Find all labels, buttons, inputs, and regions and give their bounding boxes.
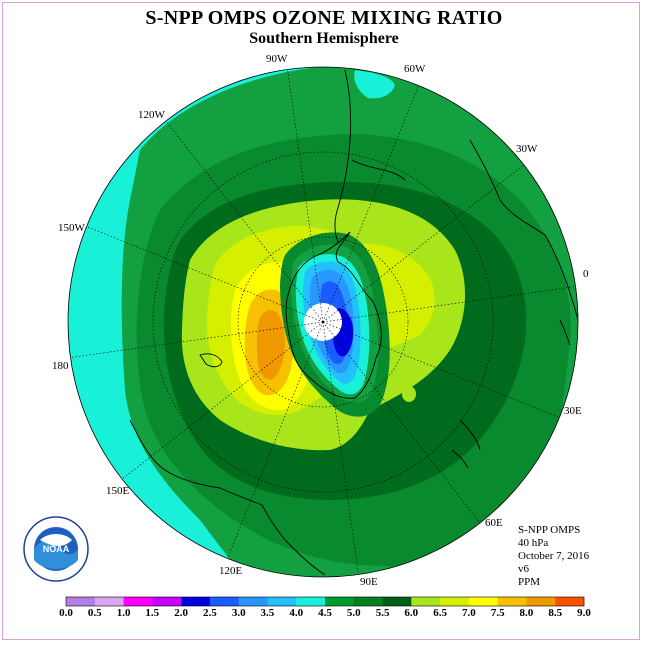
page-frame — [2, 2, 640, 640]
turquoise-notch — [354, 70, 395, 99]
meridian-line — [322, 85, 419, 323]
meridian-grid — [70, 69, 576, 575]
info-date: October 7, 2016 — [518, 550, 590, 562]
colorbar-swatch — [382, 597, 412, 606]
info-block: S-NPP OMPS 40 hPa October 7, 2016 v6 PPM — [518, 524, 589, 589]
latitude-circle — [152, 151, 494, 493]
logo-wave — [34, 539, 78, 569]
colorbar-swatch — [468, 597, 498, 606]
colorbar-tick-label: 7.0 — [462, 607, 476, 619]
lon-label-150e: 150E — [106, 485, 130, 497]
lon-label-180: 180 — [52, 360, 69, 372]
lime-spot — [402, 386, 416, 402]
latitude-circle — [237, 236, 409, 408]
colorbar-tick-label: 7.5 — [490, 607, 505, 619]
map-title: S-NPP OMPS OZONE MIXING RATIO — [145, 7, 503, 29]
lon-label-90w: 90W — [266, 53, 288, 65]
meridian-line — [165, 120, 324, 323]
coastline-africa — [469, 139, 578, 346]
info-level: 40 hPa — [518, 537, 549, 549]
logo-text: NOAA — [43, 544, 70, 554]
colorbar-swatch — [526, 597, 556, 606]
meridian-line — [322, 321, 481, 524]
colorbar-tick-label: 6.0 — [404, 607, 419, 619]
lon-label-30e: 30E — [564, 405, 582, 417]
lon-label-120w: 120W — [138, 109, 165, 121]
colorbar-tick-label: 1.0 — [116, 607, 131, 619]
logo-bird — [40, 534, 72, 546]
lon-label-90e: 90E — [360, 576, 378, 588]
colorbar-tick-label: 3.0 — [231, 607, 246, 619]
noaa-logo: NOAA — [23, 516, 89, 582]
colorbar-swatch — [94, 597, 124, 606]
info-version: v6 — [518, 563, 529, 575]
colorbar-tick-label: 1.5 — [145, 607, 160, 619]
colorbar-border — [65, 596, 585, 607]
colorbar-swatch — [411, 597, 441, 606]
lon-label-120e: 120E — [219, 565, 243, 577]
colorbar — [65, 596, 585, 607]
colorbar-swatch — [296, 597, 326, 606]
lon-label-30w: 30W — [516, 143, 538, 155]
colorbar-tick-label: 8.0 — [519, 607, 534, 619]
lon-label-60e: 60E — [485, 517, 503, 529]
lon-label-150w: 150W — [58, 222, 85, 234]
info-instrument: S-NPP OMPS — [518, 524, 581, 536]
colorbar-swatch — [353, 597, 383, 606]
coastline-australia — [129, 419, 326, 576]
colorbar-tick-label: 5.5 — [375, 607, 390, 619]
colorbar-tick-label: 3.5 — [260, 607, 275, 619]
colorbar-swatch — [325, 597, 355, 606]
meridian-line — [86, 226, 324, 323]
colorbar-tick-label: 8.5 — [548, 607, 563, 619]
map-boundary — [67, 66, 579, 578]
ozone-field — [68, 67, 578, 577]
meridian-line — [322, 164, 525, 323]
colorbar-tick-label: 9.0 — [577, 607, 591, 619]
coastline-south-america — [334, 69, 406, 243]
meridian-line — [322, 321, 359, 575]
meridian-line — [322, 286, 576, 323]
lon-label-0: 0 — [583, 268, 589, 280]
colorbar-tick-label: 4.0 — [289, 607, 304, 619]
meridian-line — [70, 321, 324, 358]
colorbar-tick-label: 2.5 — [203, 607, 217, 619]
colorbar-swatch — [66, 597, 96, 606]
latitude-grid — [152, 151, 494, 493]
coastline-new-zealand — [199, 353, 223, 368]
colorbar-swatch — [555, 597, 585, 606]
colorbar-tick-label: 6.5 — [433, 607, 447, 619]
colorbar-tick-label: 2.0 — [174, 607, 188, 619]
coastline-indian-ocean — [451, 419, 481, 469]
meridian-line — [322, 321, 560, 418]
colorbar-tick-label: 0.0 — [59, 607, 73, 619]
coastline-antarctica — [285, 231, 382, 399]
meridian-line — [287, 69, 324, 323]
colorbar-swatch — [123, 597, 153, 606]
meridian-line — [227, 321, 324, 559]
colorbar-tick-label: 0.5 — [87, 607, 102, 619]
colorbar-swatch — [497, 597, 527, 606]
colorbar-tick-label: 4.5 — [318, 607, 332, 619]
colorbar-swatch — [267, 597, 297, 606]
colorbar-swatch — [209, 597, 239, 606]
colorbar-swatch — [238, 597, 268, 606]
info-units: PPM — [518, 576, 541, 588]
colorbar-swatch — [152, 597, 182, 606]
orange-7.5-region — [256, 310, 285, 380]
colorbar-swatch — [181, 597, 211, 606]
meridian-line — [121, 321, 324, 480]
lon-label-60w: 60W — [404, 63, 426, 75]
map-subtitle: Southern Hemisphere — [249, 30, 399, 47]
colorbar-tick-label: 5.0 — [346, 607, 361, 619]
colorbar-swatch — [440, 597, 470, 606]
